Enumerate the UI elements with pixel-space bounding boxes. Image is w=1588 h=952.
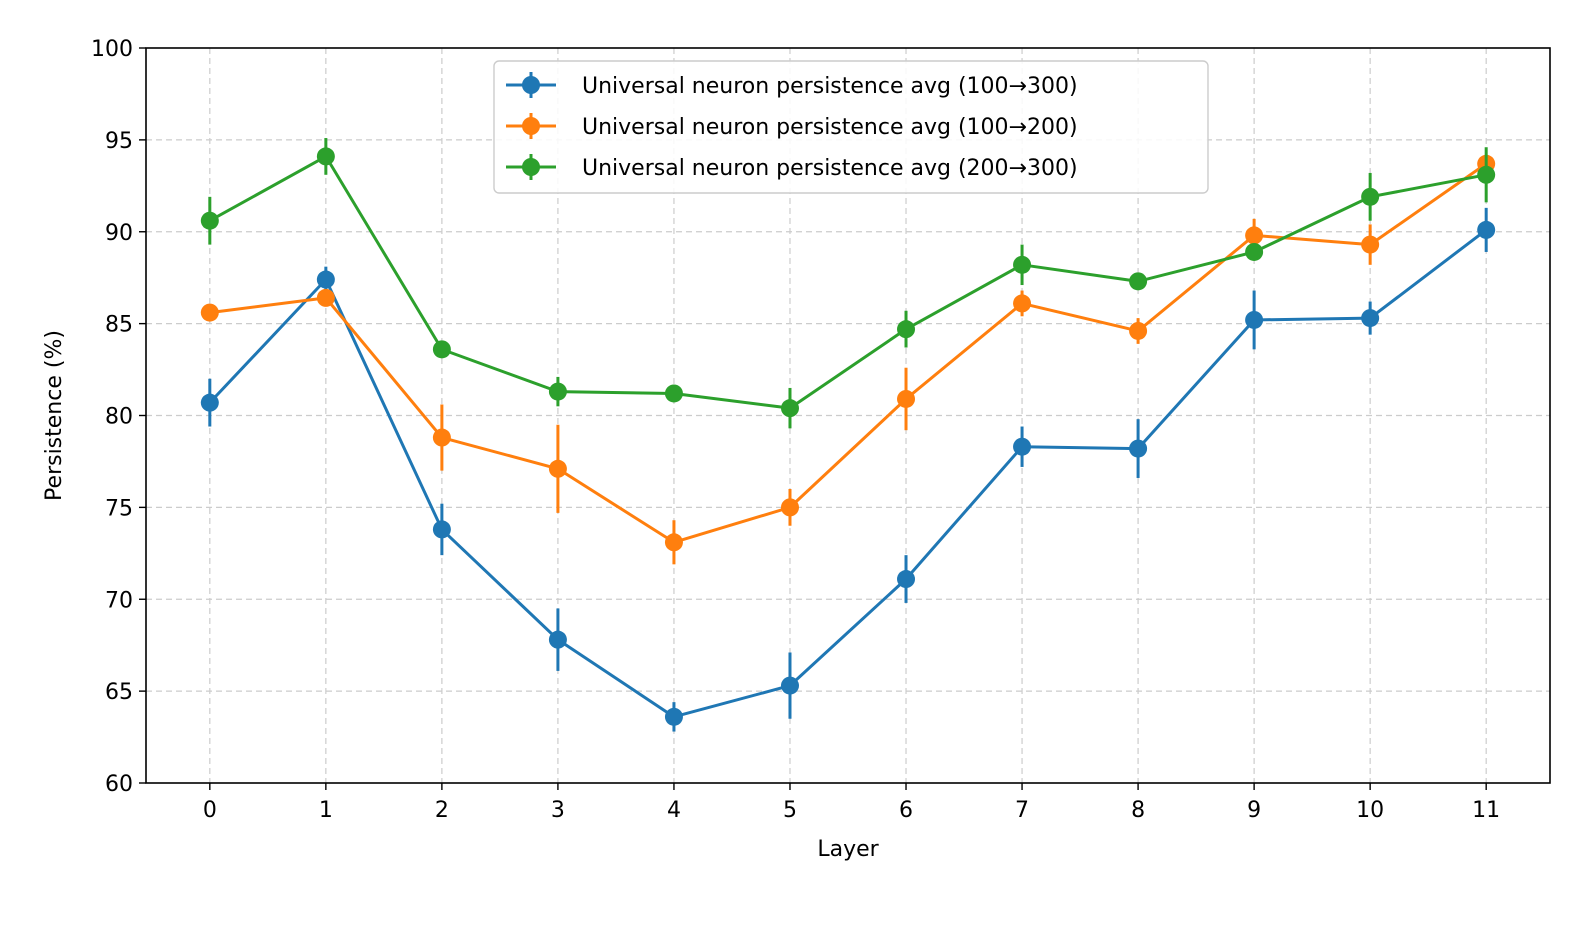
data-point (432, 340, 451, 359)
x-tick-label: 10 (1356, 798, 1384, 823)
x-tick-label: 0 (203, 798, 217, 823)
data-point (1129, 272, 1148, 291)
legend-box (493, 60, 1209, 194)
legend-item: Universal neuron persistence avg (200→30… (506, 154, 1078, 181)
data-point (1129, 439, 1148, 458)
data-point (664, 384, 683, 403)
plot-frame (145, 47, 1551, 784)
legend-item: Universal neuron persistence avg (100→30… (506, 72, 1078, 99)
x-tick-label: 5 (783, 798, 797, 823)
x-axis-title: Layer (817, 837, 879, 862)
legend-swatch-marker (522, 158, 540, 176)
legend-swatch-marker (522, 117, 540, 135)
series-layer (200, 138, 1496, 732)
data-point (1361, 187, 1380, 206)
x-tick-label: 1 (319, 798, 333, 823)
data-point (548, 630, 567, 649)
series-0 (200, 207, 1496, 732)
x-tick-label: 3 (551, 798, 565, 823)
data-point (200, 393, 219, 412)
x-tick-label: 8 (1131, 798, 1145, 823)
data-point (432, 520, 451, 539)
data-point (1361, 235, 1380, 254)
data-point (780, 498, 799, 517)
data-point (1245, 310, 1264, 329)
data-point (897, 389, 916, 408)
x-tick-label: 4 (667, 798, 681, 823)
data-point (1477, 165, 1496, 184)
series-line (209, 162, 1488, 544)
x-tick-label: 6 (899, 798, 913, 823)
data-point (1013, 437, 1032, 456)
y-tick-label: 60 (105, 772, 133, 797)
data-point (1245, 242, 1264, 261)
y-tick-label: 75 (105, 496, 133, 521)
series-line (208, 228, 1488, 719)
data-point (316, 147, 335, 166)
data-point (780, 399, 799, 418)
axes: 60 65 70 75 80 85 90 95 100 0 1 2 3 4 5 6 7 8 9 10 11 (91, 37, 1500, 823)
y-tick-label: 65 (105, 680, 133, 705)
x-tick-label: 11 (1472, 798, 1500, 823)
y-axis-title: Persistence (%) (42, 330, 67, 501)
legend: Universal neuron persistence avg (100→30… (493, 60, 1209, 194)
legend-label: Universal neuron persistence avg (100→30… (582, 74, 1078, 99)
data-point (316, 288, 335, 307)
legend-swatch-marker (522, 76, 540, 94)
data-point (897, 570, 916, 589)
data-point (1013, 255, 1032, 274)
x-tick-label: 9 (1247, 798, 1261, 823)
data-point (1129, 321, 1148, 340)
data-point (548, 459, 567, 478)
data-point (1013, 294, 1032, 313)
data-point (897, 320, 916, 339)
series-line (209, 154, 1487, 410)
x-tick-label: 2 (435, 798, 449, 823)
series-1 (200, 154, 1496, 565)
data-point (432, 428, 451, 447)
legend-item: Universal neuron persistence avg (100→20… (506, 113, 1078, 140)
y-tick-label: 95 (105, 129, 133, 154)
data-point (316, 270, 335, 289)
x-tick-label: 7 (1015, 798, 1029, 823)
series-2 (200, 138, 1496, 429)
y-tick-label: 70 (105, 588, 133, 613)
legend-label: Universal neuron persistence avg (100→20… (582, 115, 1078, 140)
data-point (1361, 309, 1380, 328)
data-point (200, 211, 219, 230)
data-point (200, 303, 219, 322)
data-point (780, 676, 799, 695)
y-tick-label: 80 (105, 405, 133, 430)
y-tick-label: 85 (105, 313, 133, 338)
y-tick-label: 90 (105, 221, 133, 246)
data-point (664, 533, 683, 552)
data-point (1477, 220, 1496, 239)
data-point (1245, 226, 1264, 245)
legend-label: Universal neuron persistence avg (200→30… (582, 156, 1078, 181)
data-point (664, 707, 683, 726)
y-tick-label: 100 (91, 37, 133, 62)
data-point (548, 382, 567, 401)
